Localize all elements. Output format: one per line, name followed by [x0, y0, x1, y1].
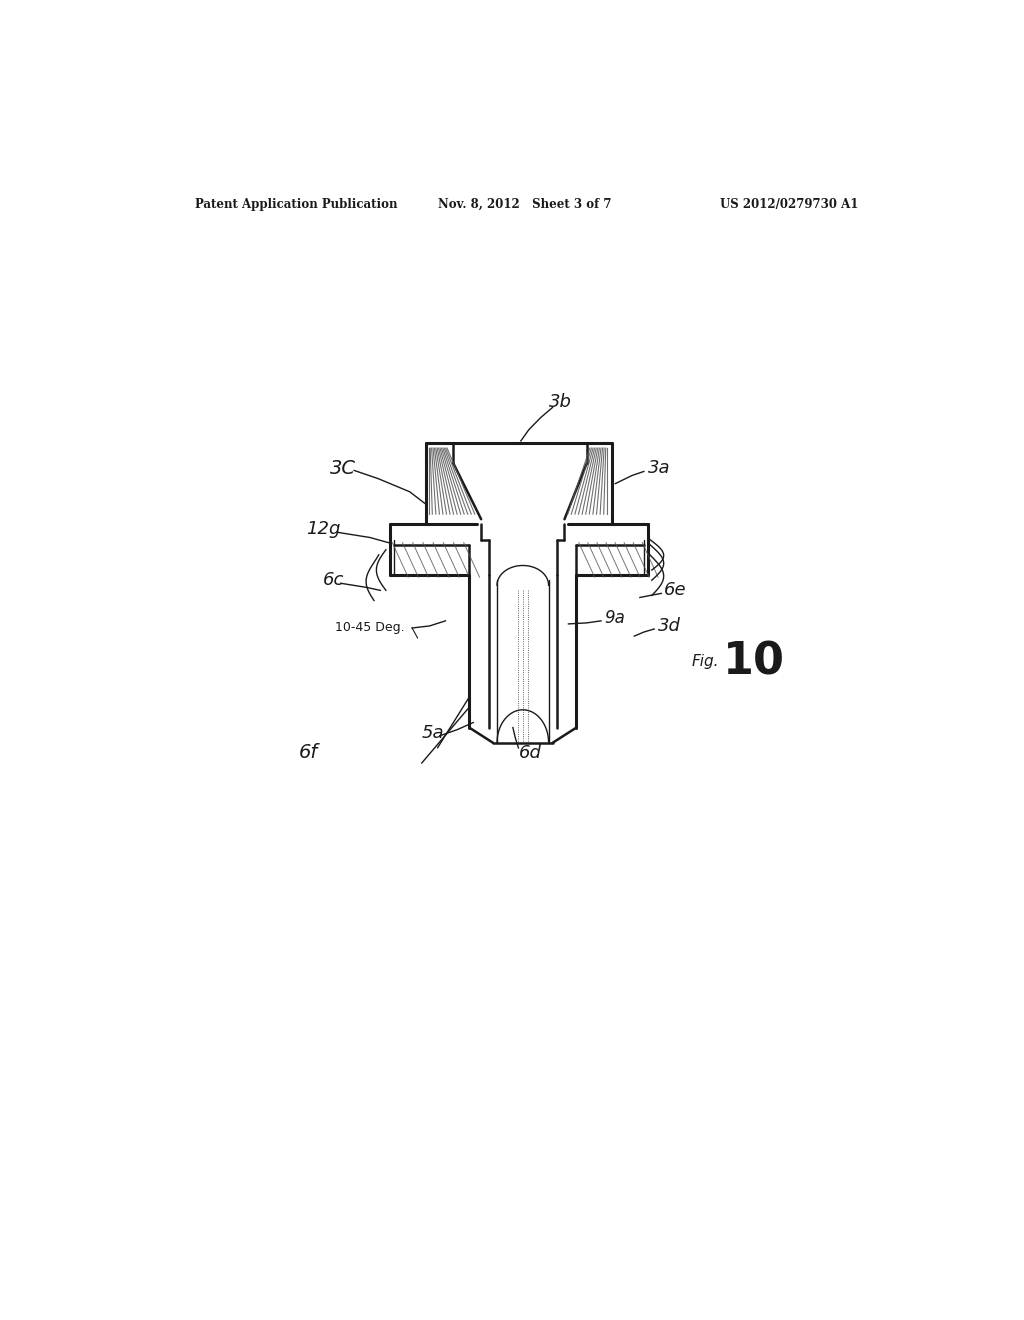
Text: 6f: 6f — [299, 743, 317, 763]
Text: 3a: 3a — [648, 459, 671, 478]
Text: 12g: 12g — [306, 520, 341, 539]
Text: 6e: 6e — [664, 581, 686, 599]
Text: 10: 10 — [723, 640, 785, 682]
Text: 3C: 3C — [331, 459, 356, 478]
Text: 3b: 3b — [549, 393, 572, 412]
Text: 6c: 6c — [323, 572, 344, 589]
Text: Fig.: Fig. — [691, 653, 719, 669]
Text: Patent Application Publication: Patent Application Publication — [196, 198, 398, 211]
Text: US 2012/0279730 A1: US 2012/0279730 A1 — [720, 198, 858, 211]
Text: 10-45 Deg.: 10-45 Deg. — [335, 622, 404, 635]
Text: 3d: 3d — [658, 616, 681, 635]
Text: 6d: 6d — [519, 744, 542, 762]
Text: Nov. 8, 2012   Sheet 3 of 7: Nov. 8, 2012 Sheet 3 of 7 — [438, 198, 611, 211]
Text: 5a: 5a — [422, 723, 444, 742]
Text: 9a: 9a — [604, 609, 625, 627]
